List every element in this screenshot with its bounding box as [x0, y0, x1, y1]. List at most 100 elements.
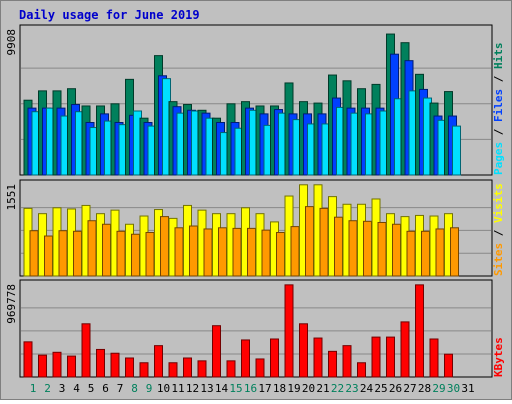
x-tick-label: 25 — [374, 382, 387, 395]
bar-sites-day-1 — [29, 230, 39, 277]
legend-part: Pages — [492, 142, 505, 175]
bar-sites-day-29 — [435, 228, 445, 277]
bar-pages-day-30 — [452, 125, 461, 176]
x-tick-label: 11 — [171, 382, 184, 395]
bar-sites-day-2 — [44, 235, 53, 277]
x-tick-label: 4 — [73, 382, 80, 395]
x-tick-label: 5 — [88, 382, 95, 395]
x-axis-labels: 1 2 3 4 5 6 7 8 9 10 11 12 13 14 15 16 17 18 19 20 21 22 23 24 2… — [30, 382, 475, 395]
panel-visitors: 1551 Sites / Visits — [5, 179, 505, 277]
bar-kbytes-day-16 — [241, 339, 250, 378]
x-tick-label: 7 — [117, 382, 124, 395]
bar-kbytes-day-21 — [313, 337, 323, 378]
bar-sites-day-5 — [87, 220, 97, 277]
bar-kbytes-day-29 — [429, 338, 439, 378]
panel-requests: 9908 Pages / Files / Hits — [5, 24, 505, 176]
x-tick-label: 3 — [59, 382, 66, 395]
bar-sites-day-23 — [348, 220, 358, 277]
bar-kbytes-day-14 — [212, 325, 221, 378]
x-tick-label: 1 — [30, 382, 37, 395]
bar-sites-day-12 — [189, 225, 198, 277]
bar-kbytes-day-10 — [154, 345, 163, 378]
legend-part: Hits — [492, 43, 505, 70]
bar-sites-day-3 — [58, 230, 68, 277]
bar-sites-day-17 — [261, 229, 271, 277]
x-tick-label: 24 — [360, 382, 374, 395]
bar-sites-day-28 — [421, 230, 430, 277]
bar-sites-day-8 — [131, 233, 140, 277]
bar-kbytes-day-5 — [81, 323, 91, 378]
legend-part: / — [492, 223, 505, 243]
bar-kbytes-day-18 — [270, 338, 279, 378]
bar-sites-day-30 — [450, 227, 459, 277]
bar-sites-day-10 — [160, 216, 169, 277]
bar-sites-day-19 — [290, 226, 300, 277]
bar-sites-day-16 — [247, 227, 256, 277]
x-tick-label: 18 — [273, 382, 286, 395]
x-tick-label: 14 — [215, 382, 229, 395]
bar-sites-day-15 — [232, 227, 242, 277]
bar-kbytes-day-27 — [400, 321, 410, 378]
bar-kbytes-day-15 — [226, 360, 236, 378]
y-max-label: 9908 — [5, 29, 18, 56]
x-tick-label: 26 — [389, 382, 402, 395]
bar-kbytes-day-28 — [415, 284, 424, 378]
bar-sites-day-20 — [305, 206, 314, 277]
bar-kbytes-day-11 — [168, 362, 178, 378]
chart-panels: 9908 Pages / Files / Hits 1551 Sites / Visi… — [5, 24, 505, 378]
legend-part: / — [492, 69, 505, 89]
bar-kbytes-day-1 — [23, 341, 33, 378]
y-max-label: 969778 — [5, 284, 18, 324]
bar-sites-day-7 — [116, 230, 126, 277]
bar-kbytes-day-12 — [183, 357, 192, 378]
bar-kbytes-day-25 — [371, 336, 381, 378]
x-tick-label: 16 — [244, 382, 257, 395]
bar-kbytes-day-24 — [357, 362, 366, 378]
x-tick-label: 29 — [432, 382, 445, 395]
bar-kbytes-day-22 — [328, 350, 337, 378]
x-tick-label: 12 — [186, 382, 199, 395]
bar-kbytes-day-13 — [197, 360, 207, 378]
legend-part: Visits — [492, 183, 505, 223]
bar-sites-day-11 — [174, 227, 184, 277]
bar-sites-day-6 — [102, 223, 111, 277]
x-tick-label: 2 — [44, 382, 51, 395]
x-tick-label: 13 — [200, 382, 213, 395]
x-tick-label: 10 — [157, 382, 170, 395]
bar-sites-day-4 — [73, 230, 82, 277]
bar-kbytes-day-7 — [110, 352, 120, 378]
x-tick-label: 28 — [418, 382, 431, 395]
bar-sites-day-27 — [406, 230, 416, 277]
legend-volume: KBytes — [492, 337, 505, 377]
x-tick-label: 30 — [447, 382, 460, 395]
legend-visitors: Sites / Visits — [492, 183, 505, 276]
x-tick-label: 23 — [345, 382, 358, 395]
bar-kbytes-day-6 — [96, 348, 105, 378]
legend-requests: Pages / Files / Hits — [492, 43, 505, 176]
legend-part: Files — [492, 89, 505, 122]
x-tick-label: 9 — [146, 382, 153, 395]
bar-kbytes-day-23 — [342, 345, 352, 378]
bar-kbytes-day-8 — [125, 357, 134, 378]
x-tick-label: 6 — [102, 382, 109, 395]
bar-kbytes-day-17 — [255, 358, 265, 378]
bar-sites-day-22 — [334, 216, 343, 277]
bar-kbytes-day-9 — [139, 362, 149, 378]
x-tick-label: 20 — [302, 382, 315, 395]
bar-kbytes-day-3 — [52, 351, 62, 378]
bar-sites-day-18 — [276, 231, 285, 277]
x-tick-label: 17 — [258, 382, 271, 395]
x-tick-label: 21 — [316, 382, 329, 395]
panel-volume: 969778 KBytes — [5, 279, 505, 378]
legend-part: / — [492, 122, 505, 142]
bar-kbytes-day-20 — [299, 323, 308, 378]
bar-kbytes-day-30 — [444, 353, 453, 378]
bar-sites-day-25 — [377, 221, 387, 277]
x-tick-label: 22 — [331, 382, 344, 395]
bar-sites-day-21 — [319, 207, 329, 277]
x-tick-label: 31 — [461, 382, 474, 395]
x-tick-label: 19 — [287, 382, 300, 395]
x-tick-label: 27 — [403, 382, 416, 395]
bar-sites-day-9 — [145, 231, 155, 277]
